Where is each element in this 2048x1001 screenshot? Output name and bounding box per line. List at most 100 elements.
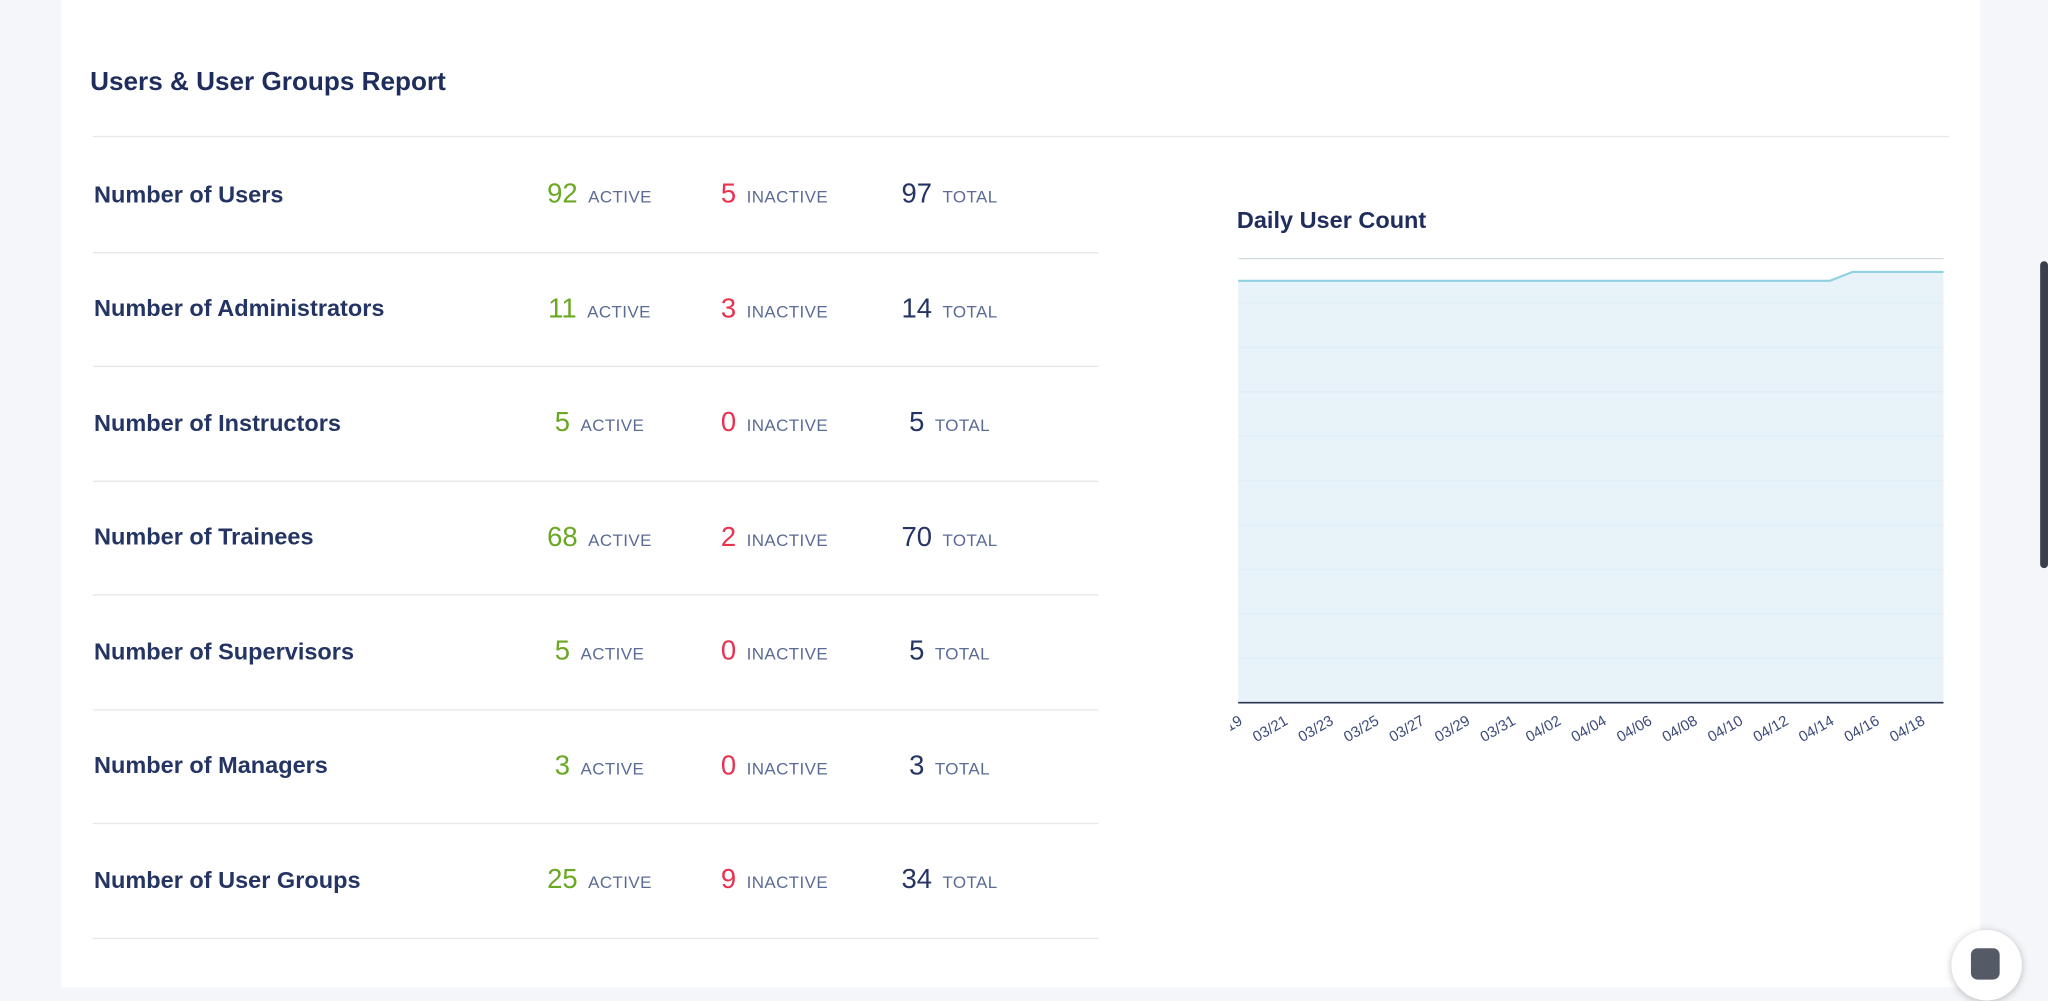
- inactive-count: 0: [720, 750, 737, 781]
- total-label: TOTAL: [934, 644, 990, 664]
- x-tick-label: 03/21: [1250, 712, 1291, 746]
- report-title: Users & User Groups Report: [90, 67, 446, 97]
- chart-title: Daily User Count: [1237, 207, 1427, 233]
- active-cell: 5 ACTIVE: [512, 636, 687, 667]
- active-count: 25: [547, 864, 578, 896]
- row-label: Number of Users: [94, 181, 284, 208]
- active-label: ACTIVE: [588, 187, 652, 207]
- x-tick-label: 04/02: [1523, 712, 1564, 746]
- x-tick-label: 04/16: [1841, 712, 1882, 746]
- inactive-cell: 0 INACTIVE: [687, 751, 862, 782]
- inactive-label: INACTIVE: [746, 644, 829, 664]
- inactive-count: 5: [720, 179, 737, 210]
- chart: Daily User Count 03/19 03/21 03/23 03/25 03/…: [1204, 207, 1944, 746]
- active-label: ACTIVE: [587, 301, 651, 321]
- active-count: 5: [554, 636, 571, 667]
- total-cell: 97 TOTAL: [862, 179, 1037, 210]
- line: [1238, 270, 1944, 282]
- inactive-label: INACTIVE: [746, 872, 829, 893]
- x-tick-label: 03/27: [1386, 712, 1427, 746]
- inactive-count: 2: [720, 522, 737, 553]
- total-count: 5: [909, 407, 925, 438]
- x-tick-label: 04/12: [1750, 712, 1791, 746]
- total-cell: 34 TOTAL: [862, 865, 1037, 896]
- x-tick-label: 04/08: [1659, 712, 1700, 746]
- inactive-count: 0: [720, 636, 737, 667]
- total-label: TOTAL: [942, 872, 998, 893]
- active-cell: 92 ACTIVE: [512, 179, 687, 210]
- x-tick-label: 04/06: [1614, 712, 1655, 746]
- x-tick-label: 03/19: [1204, 712, 1245, 746]
- total-count: 70: [901, 522, 933, 553]
- inactive-count: 3: [720, 293, 737, 324]
- report-row: Number of Administrators 11 ACTIVE 3 INACTIV…: [92, 253, 1099, 368]
- row-label: Number of Supervisors: [94, 638, 355, 665]
- inactive-cell: 9 INACTIVE: [687, 865, 862, 896]
- report-row: Number of Supervisors 5 ACTIVE 0 INACTIVE 5 TO…: [92, 596, 1099, 710]
- total-label: TOTAL: [942, 301, 998, 321]
- active-cell: 68 ACTIVE: [512, 522, 687, 553]
- total-cell: 5 TOTAL: [862, 636, 1037, 667]
- x-tick-label: 04/10: [1705, 712, 1746, 746]
- inactive-count: 0: [720, 407, 737, 438]
- active-label: ACTIVE: [588, 529, 652, 550]
- total-label: TOTAL: [934, 415, 990, 436]
- active-cell: 3 ACTIVE: [512, 751, 687, 782]
- total-count: 97: [901, 179, 933, 210]
- total-cell: 3 TOTAL: [862, 751, 1037, 782]
- total-cell: 70 TOTAL: [862, 522, 1037, 553]
- active-cell: 25 ACTIVE: [512, 865, 687, 896]
- x-tick-label: 04/18: [1887, 712, 1928, 746]
- inactive-label: INACTIVE: [746, 415, 829, 436]
- row-label: Number of Managers: [94, 752, 328, 779]
- inactive-cell: 0 INACTIVE: [687, 408, 862, 439]
- total-count: 3: [909, 750, 925, 781]
- row-label: Number of Administrators: [94, 295, 385, 322]
- x-tick-label: 04/04: [1568, 712, 1609, 746]
- inactive-label: INACTIVE: [746, 187, 829, 207]
- x-tick-label: 03/29: [1432, 712, 1473, 746]
- active-count: 3: [554, 750, 571, 781]
- report-row: Number of User Groups 25 ACTIVE 9 INACTIVE 34…: [92, 824, 1099, 939]
- active-label: ACTIVE: [580, 758, 645, 779]
- report-row: Number of Managers 3 ACTIVE 0 INACTIVE 3 TOTAL: [92, 710, 1099, 825]
- active-count: 11: [548, 293, 577, 324]
- row-label: Number of User Groups: [94, 866, 361, 894]
- x-tick-label: 04/14: [1796, 712, 1837, 746]
- row-label: Number of Trainees: [94, 524, 314, 551]
- active-cell: 5 ACTIVE: [512, 408, 687, 439]
- scrollbar[interactable]: [2040, 261, 2048, 569]
- active-cell: 11 ACTIVE: [512, 294, 687, 325]
- inactive-label: INACTIVE: [746, 529, 829, 550]
- report-table: Number of Users 92 ACTIVE 5 INACTIVE 97 TOTAL N…: [92, 138, 1099, 939]
- inactive-label: INACTIVE: [746, 301, 829, 321]
- active-label: ACTIVE: [580, 415, 645, 436]
- active-count: 68: [547, 522, 578, 553]
- total-cell: 14 TOTAL: [862, 294, 1037, 325]
- divider: [92, 135, 1949, 138]
- x-tick-label: 03/31: [1477, 712, 1518, 746]
- inactive-cell: 0 INACTIVE: [687, 636, 862, 667]
- total-count: 5: [909, 636, 925, 667]
- row-label: Number of Instructors: [94, 409, 341, 436]
- total-label: TOTAL: [942, 187, 998, 207]
- x-tick-label: 03/25: [1341, 712, 1382, 746]
- inactive-cell: 3 INACTIVE: [687, 294, 862, 325]
- chat-icon: [1970, 948, 2000, 980]
- total-label: TOTAL: [934, 758, 990, 779]
- inactive-label: INACTIVE: [746, 758, 829, 779]
- total-count: 34: [901, 864, 933, 896]
- total-label: TOTAL: [942, 529, 998, 550]
- inactive-count: 9: [720, 864, 737, 896]
- report-row: Number of Instructors 5 ACTIVE 0 INACTIVE 5 TO…: [92, 367, 1099, 482]
- inactive-cell: 5 INACTIVE: [687, 179, 862, 210]
- active-label: ACTIVE: [588, 872, 652, 893]
- x-axis-labels: 03/19 03/21 03/23 03/25 03/27 03/29 03/31 04/02…: [1204, 712, 1928, 746]
- report-row: Number of Users 92 ACTIVE 5 INACTIVE 97 TOTAL: [92, 138, 1099, 253]
- chat-button[interactable]: [1951, 929, 2022, 1001]
- active-label: ACTIVE: [580, 644, 645, 664]
- report-row: Number of Trainees 68 ACTIVE 2 INACTIVE 70 TOT…: [92, 481, 1099, 596]
- total-cell: 5 TOTAL: [862, 408, 1037, 439]
